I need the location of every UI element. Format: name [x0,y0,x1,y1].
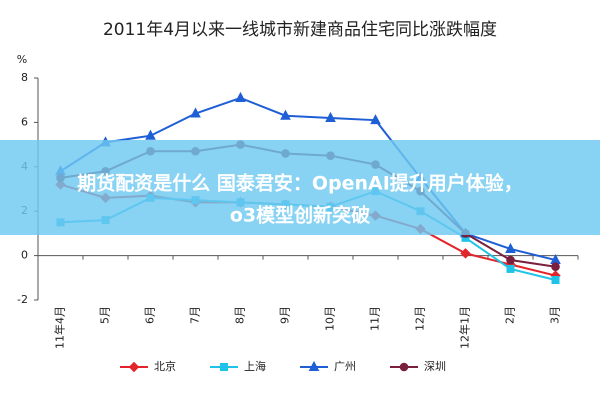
y-tick-label: 6 [21,115,28,128]
marker [235,91,246,102]
x-tick-label: 8月 [234,306,247,324]
x-tick-label: 12月 [414,306,427,331]
y-tick-label: -2 [17,293,28,306]
x-tick-label: 9月 [279,306,292,324]
banner-text: 期货配资是什么 国泰君安：OpenAI提升用户体验， [77,172,523,195]
marker [145,129,156,140]
y-tick-label: 8 [21,71,28,84]
marker [280,109,291,120]
chart-title: 2011年4月以来一线城市新建商品住宅同比涨跌幅度 [103,20,497,40]
legend-label: 北京 [154,359,176,373]
legend-marker [128,361,140,373]
x-tick-label: 10月 [324,306,337,331]
marker [551,262,560,272]
legend-marker [308,360,320,371]
legend-marker [220,363,228,371]
banner [0,140,600,235]
x-tick-label: 5月 [99,306,112,324]
marker [325,111,336,122]
x-tick-label: 3月 [549,306,562,324]
legend-label: 深圳 [424,360,446,373]
x-tick-label: 11月 [369,306,382,331]
y-tick-label: 0 [21,249,28,262]
y-axis-label: % [17,53,27,66]
x-tick-label: 2月 [504,306,517,324]
legend-label: 广州 [334,360,356,373]
x-tick-label: 6月 [144,306,157,324]
marker [506,264,515,273]
marker [506,255,515,265]
banner-text: o3模型创新突破 [230,204,370,227]
series-line [59,96,556,262]
marker [505,242,516,253]
x-tick-label: 11年4月 [53,306,67,349]
marker [460,248,471,259]
marker [551,276,560,285]
legend-marker [399,362,409,372]
marker [370,114,381,125]
x-tick-label: 7月 [189,306,202,324]
x-tick-label: 12年1月 [458,306,472,349]
legend-label: 上海 [244,359,266,373]
marker [190,107,201,118]
